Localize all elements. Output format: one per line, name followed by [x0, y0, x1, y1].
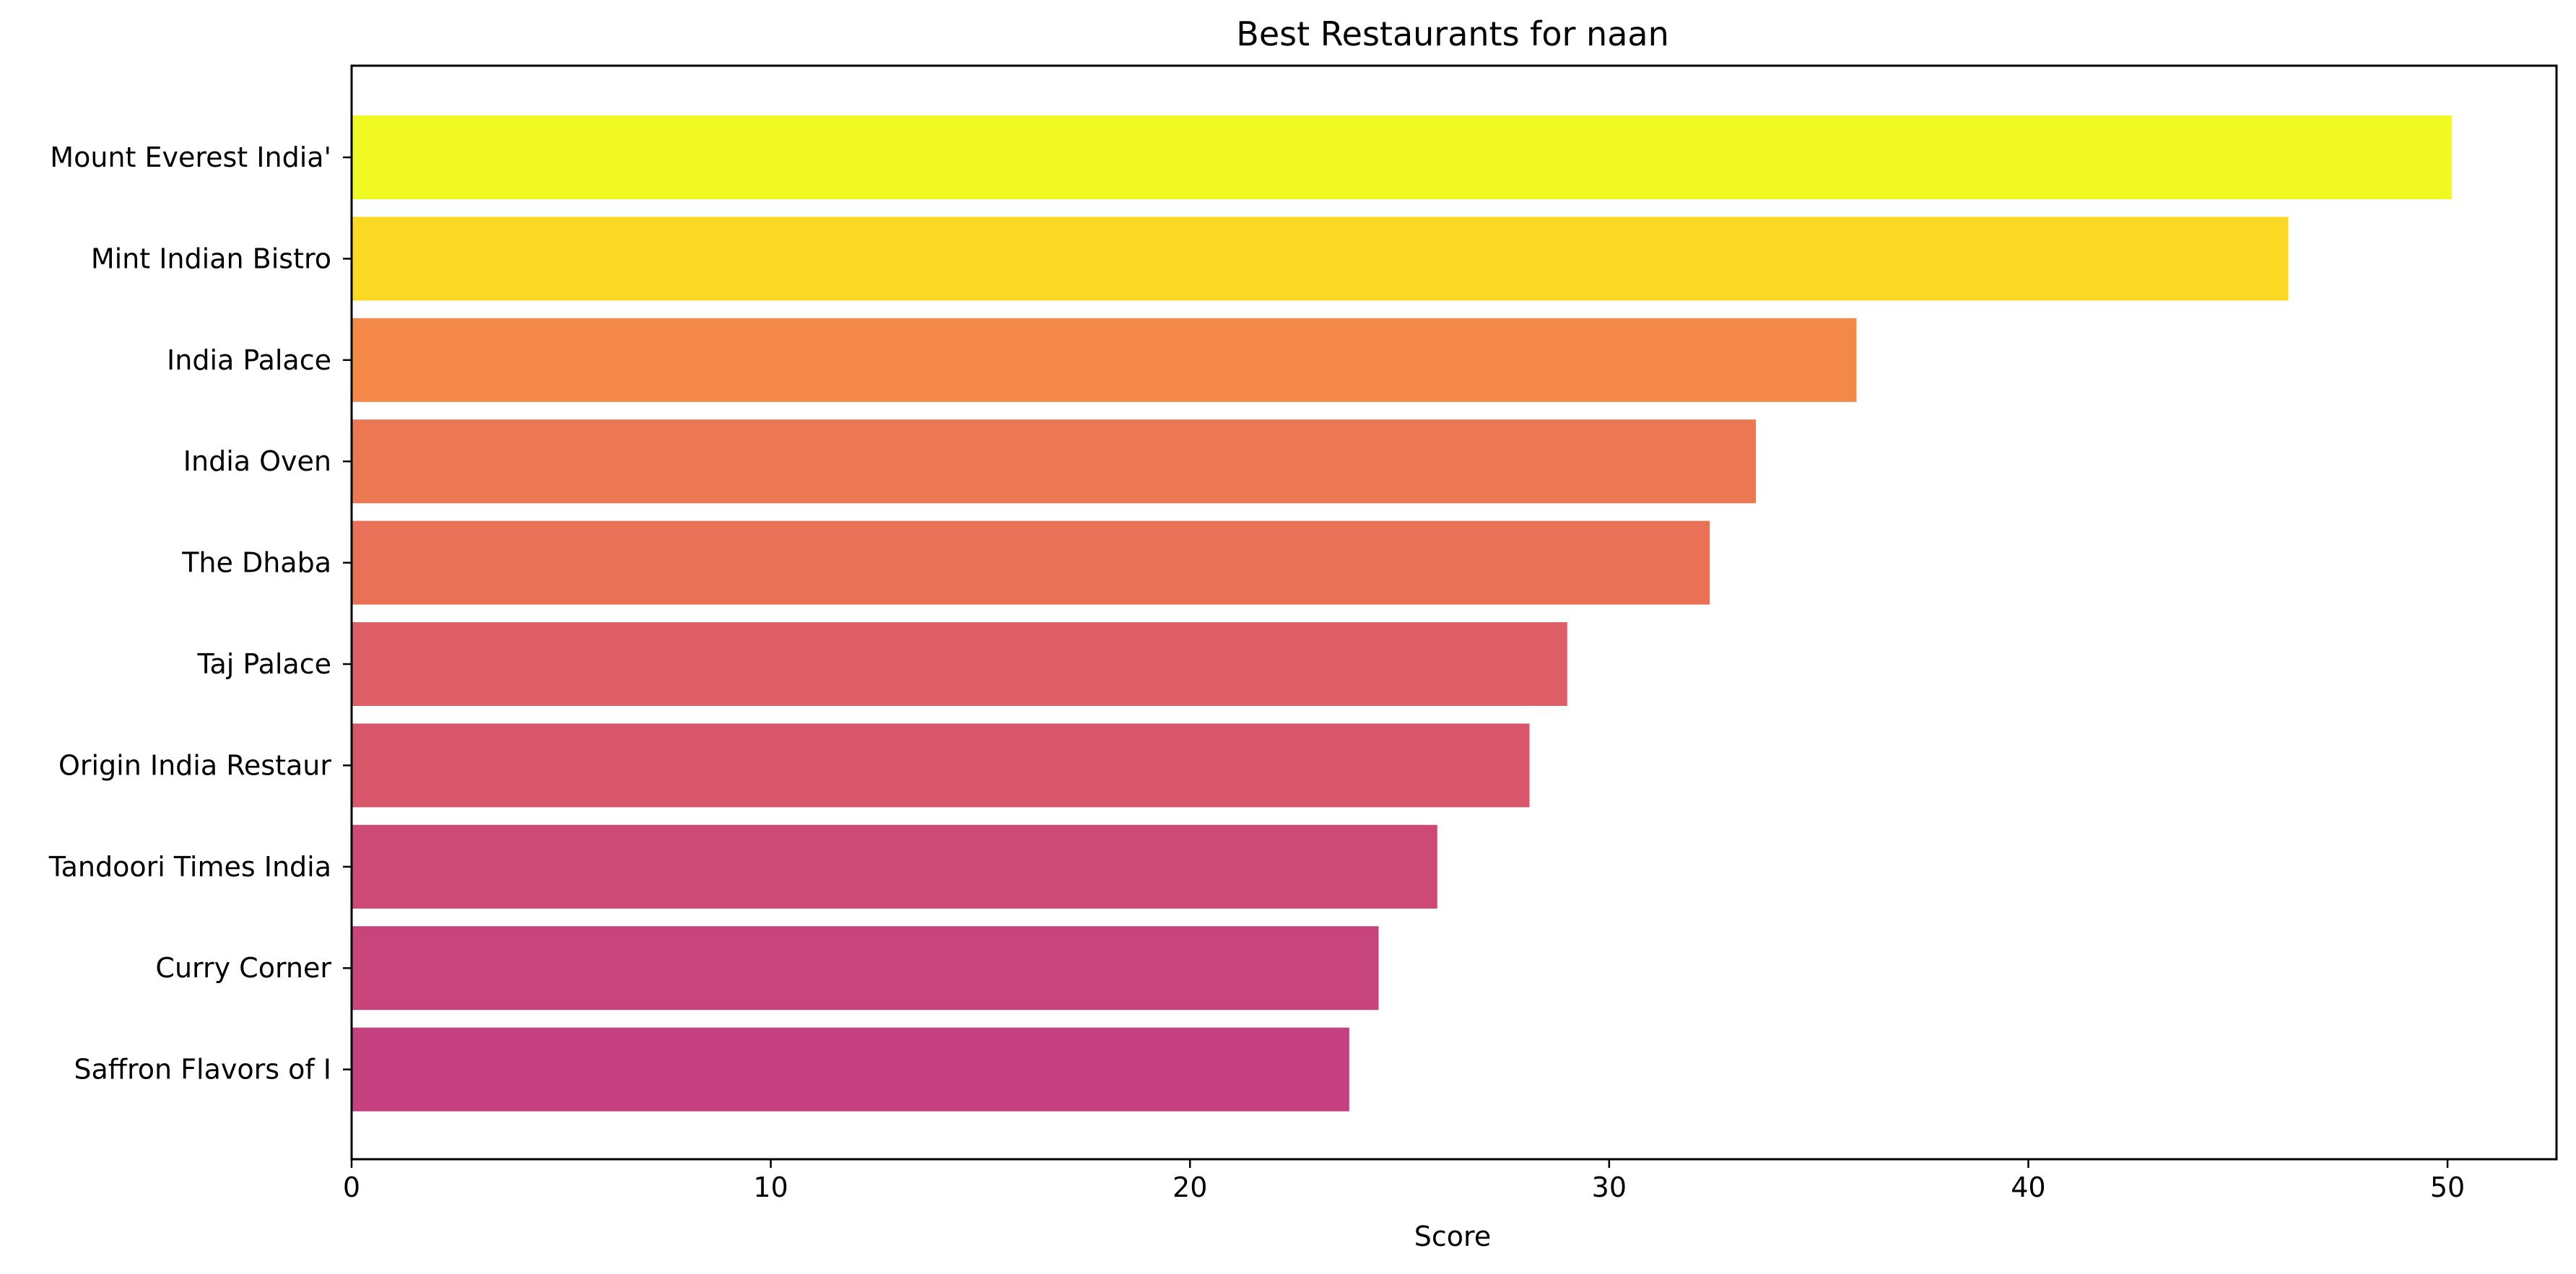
- bar: [352, 318, 1857, 402]
- y-axis: Mount Everest India' Mint Indian Bistro In…: [48, 141, 352, 1086]
- plot-frame: [350, 64, 2558, 1161]
- x-tick-label: 0: [343, 1172, 360, 1203]
- y-tick-label: Origin India Restaur: [58, 749, 331, 781]
- y-tick-label: Tandoori Times India: [48, 851, 331, 883]
- y-tick-label: Mint Indian Bistro: [91, 243, 331, 274]
- bars-layer: [352, 115, 2452, 1112]
- chart-title: Best Restaurants for naan: [1236, 14, 1668, 53]
- bar: [352, 622, 1567, 706]
- bar: [352, 419, 1757, 504]
- bar: [352, 115, 2452, 199]
- y-tick-label: India Oven: [183, 445, 331, 477]
- x-tick-label: 50: [2430, 1172, 2465, 1203]
- y-tick-label: Saffron Flavors of I: [74, 1054, 331, 1086]
- y-tick-label: Mount Everest India': [50, 141, 331, 173]
- bar: [352, 217, 2289, 301]
- bar: [352, 723, 1530, 808]
- x-tick-label: 10: [753, 1172, 788, 1203]
- x-axis-label: Score: [1414, 1221, 1491, 1252]
- x-axis: 0 10 20 30 40 50: [343, 1159, 2465, 1203]
- bar: [352, 520, 1710, 605]
- bar: [352, 926, 1379, 1011]
- x-tick-label: 40: [2011, 1172, 2045, 1203]
- bar: [352, 824, 1437, 909]
- bar: [352, 1027, 1349, 1112]
- y-tick-label: Taj Palace: [197, 648, 331, 680]
- y-tick-label: The Dhaba: [181, 547, 331, 579]
- y-tick-label: India Palace: [167, 344, 331, 376]
- y-tick-label: Curry Corner: [155, 952, 331, 984]
- x-tick-label: 20: [1172, 1172, 1207, 1203]
- x-tick-label: 30: [1592, 1172, 1627, 1203]
